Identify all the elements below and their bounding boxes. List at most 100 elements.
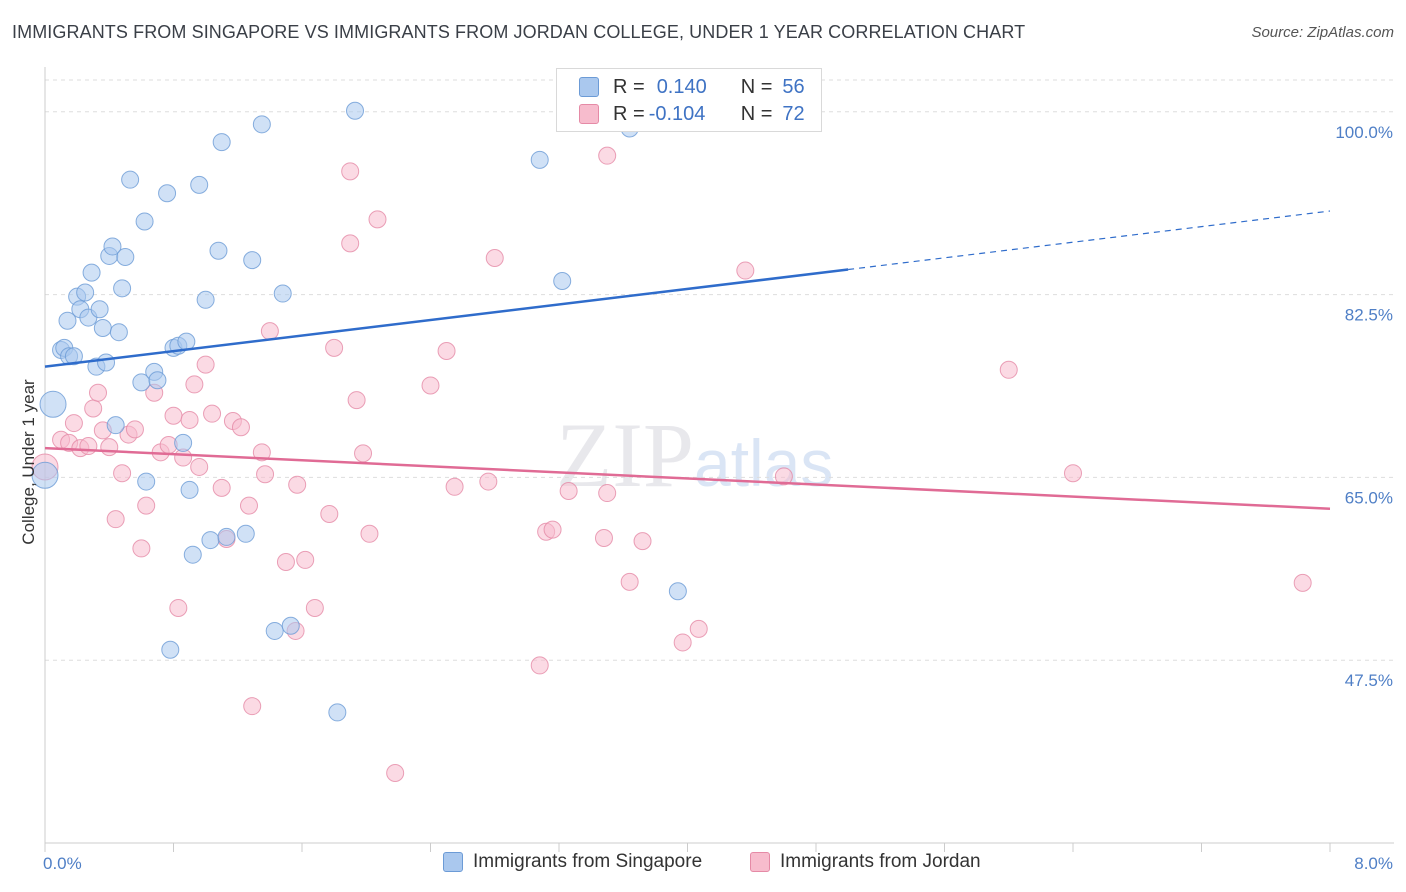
x-tick-label-min: 0.0%: [43, 854, 82, 873]
jordan-point: [239, 496, 258, 515]
jordan-point: [196, 355, 215, 374]
singapore-point: [273, 284, 292, 303]
jordan-point: [185, 375, 204, 394]
singapore-point: [281, 616, 300, 635]
jordan-point: [543, 520, 562, 539]
jordan-point: [774, 467, 793, 486]
singapore-point: [64, 347, 83, 366]
singapore-point: [236, 524, 255, 543]
singapore-point: [39, 390, 67, 418]
jordan-point: [386, 764, 405, 783]
jordan-point: [341, 234, 360, 253]
jordan-point: [1293, 573, 1312, 592]
jordan-point: [100, 438, 119, 457]
legend-n-value-jordan: 72: [782, 102, 805, 125]
singapore-point: [113, 279, 132, 298]
jordan-point: [256, 465, 275, 484]
singapore-point: [90, 300, 109, 319]
data-points: [31, 100, 1312, 783]
jordan-legend-label: Immigrants from Jordan: [780, 851, 981, 872]
y-tick-label: 82.5%: [1345, 306, 1393, 325]
tick-labels: 47.5% 65.0% 82.5% 100.0% 0.0% 8.0%: [43, 123, 1393, 873]
grid-lines: [45, 79, 1394, 661]
jordan-point: [132, 539, 151, 558]
jordan-point: [633, 532, 652, 551]
correlation-legend: R = 0.140 N = 56 R = -0.104 N = 72: [556, 68, 822, 132]
jordan-point: [252, 443, 271, 462]
legend-r-label-singapore: R =: [613, 75, 645, 98]
jordan-point: [137, 496, 156, 515]
jordan-point: [479, 472, 498, 491]
jordan-point: [999, 360, 1018, 379]
jordan-point: [325, 338, 344, 357]
singapore-point: [209, 241, 228, 260]
jordan-point: [354, 444, 373, 463]
jordan-point: [437, 341, 456, 360]
jordan-point: [84, 399, 103, 418]
singapore-point: [121, 170, 140, 189]
legend-row-singapore: R = 0.140 N = 56: [579, 75, 805, 99]
singapore-point: [252, 115, 271, 134]
singapore-trend-extension: [848, 210, 1331, 271]
singapore-point: [109, 323, 128, 342]
jordan-point: [113, 464, 132, 483]
singapore-point: [97, 353, 116, 372]
jordan-point: [305, 598, 324, 617]
singapore-point: [137, 472, 156, 491]
chart-title: IMMIGRANTS FROM SINGAPORE VS IMMIGRANTS …: [12, 22, 1026, 42]
trend-lines: [44, 210, 1331, 510]
jordan-point: [125, 420, 144, 439]
jordan-point: [79, 437, 98, 456]
singapore-point: [174, 433, 193, 452]
singapore-point: [553, 272, 572, 291]
jordan-point: [559, 481, 578, 500]
singapore-point: [243, 251, 262, 270]
jordan-point: [530, 656, 549, 675]
jordan-point: [288, 475, 307, 494]
jordan-point: [485, 249, 504, 268]
singapore-point: [106, 416, 125, 435]
series-legend-singapore: Immigrants from Singapore: [443, 851, 702, 873]
singapore-point: [135, 212, 154, 231]
jordan-point: [1064, 464, 1082, 483]
jordan-point: [347, 391, 366, 410]
singapore-point: [217, 527, 236, 546]
jordan-point: [594, 528, 613, 547]
jordan-point: [445, 477, 464, 496]
singapore-point: [668, 582, 687, 601]
singapore-point: [148, 371, 167, 390]
y-tick-label: 65.0%: [1345, 488, 1393, 507]
jordan-point: [736, 261, 755, 280]
jordan-point: [212, 478, 231, 497]
jordan-point: [203, 404, 222, 423]
singapore-point: [161, 640, 180, 659]
jordan-point: [296, 550, 315, 569]
watermark-zip: ZIP: [556, 404, 694, 506]
jordan-point: [276, 553, 295, 572]
jordan-point: [89, 383, 108, 402]
legend-n-value-singapore: 56: [782, 75, 805, 98]
jordan-point: [106, 510, 125, 529]
jordan-trend-line: [44, 446, 1331, 510]
singapore-point: [93, 319, 112, 338]
singapore-point: [190, 175, 209, 194]
singapore-point: [103, 237, 122, 256]
jordan-point: [64, 414, 83, 433]
jordan-point: [320, 504, 339, 523]
jordan-point: [190, 457, 209, 476]
singapore-point: [116, 247, 135, 266]
legend-n-label-singapore: N =: [740, 75, 773, 98]
singapore-point: [530, 150, 549, 169]
jordan-point: [180, 410, 199, 429]
jordan-point: [689, 619, 708, 638]
jordan-point: [360, 524, 379, 543]
jordan-point: [620, 572, 639, 591]
legend-row-jordan: R = -0.104 N = 72: [579, 102, 805, 126]
singapore-trend-line: [44, 268, 849, 368]
jordan-point: [341, 162, 360, 181]
jordan-legend-swatch: [750, 852, 770, 872]
jordan-point: [260, 322, 279, 341]
jordan-swatch: [579, 104, 599, 124]
singapore-point: [201, 531, 220, 550]
singapore-point: [31, 461, 59, 489]
